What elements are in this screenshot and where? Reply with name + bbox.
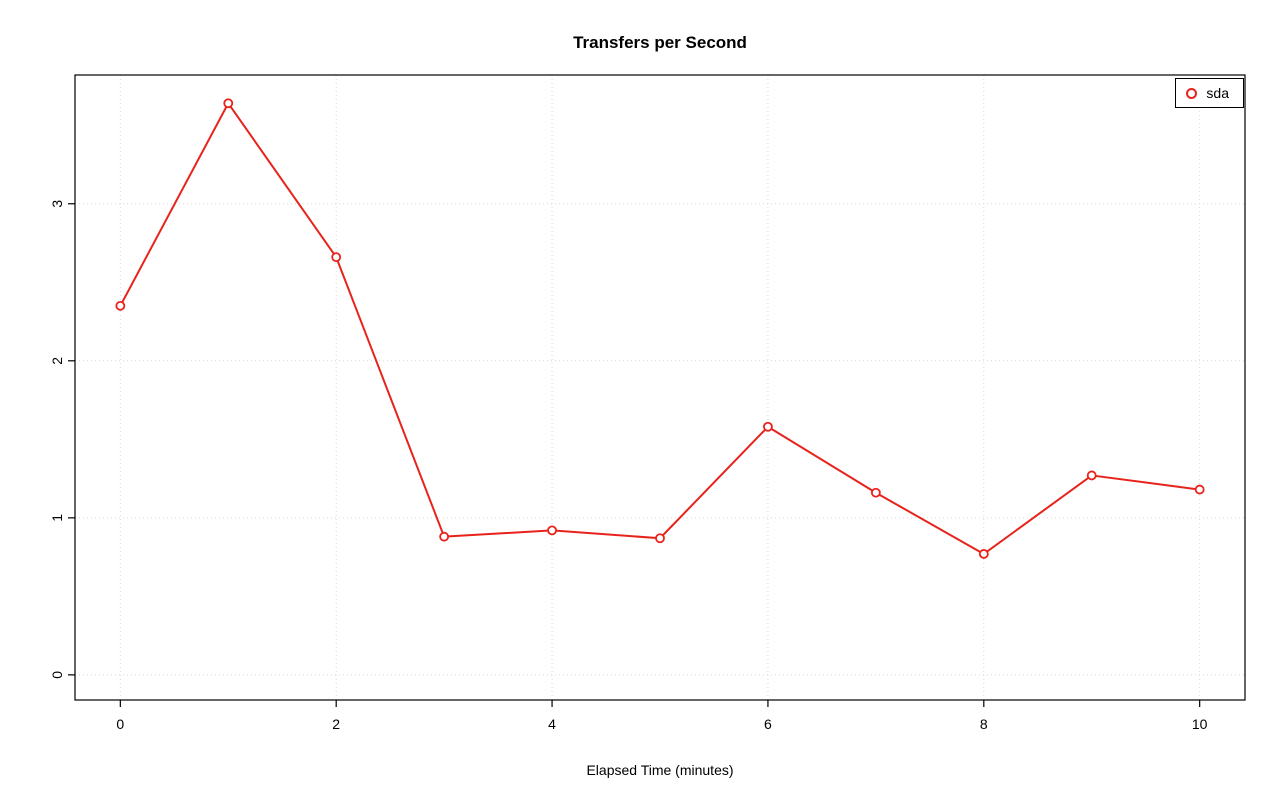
plot-box [74,74,1246,701]
data-point-marker [439,531,450,542]
data-point-marker [655,533,665,544]
data-point-marker [223,98,234,109]
x-tick-label: 6 [764,716,772,732]
x-tick-label: 0 [116,716,124,732]
x-axis-label: Elapsed Time (minutes) [586,762,734,778]
legend-series-marker-icon [1186,87,1198,99]
data-point-marker [763,421,773,432]
data-point-marker [1086,470,1097,481]
series-line [119,102,1200,555]
x-tick-label: 2 [332,716,340,732]
y-tick-label: 2 [49,357,65,365]
data-point-marker [115,300,126,311]
data-point-marker [331,252,342,263]
data-point-marker [870,487,881,498]
y-tick-label: 3 [49,200,65,208]
x-tick-label: 4 [548,716,556,732]
legend-series-label: sda [1206,85,1229,101]
x-tick-label: 10 [1192,716,1208,732]
y-tick-label: 1 [49,514,65,522]
x-tick-label: 8 [980,716,988,732]
chart-title: Transfers per Second [573,33,747,52]
y-tick-label: 0 [49,671,65,679]
data-point-marker [547,525,557,536]
data-point-marker [1194,484,1205,495]
legend: sda [1175,78,1244,108]
data-point-marker [978,549,989,559]
